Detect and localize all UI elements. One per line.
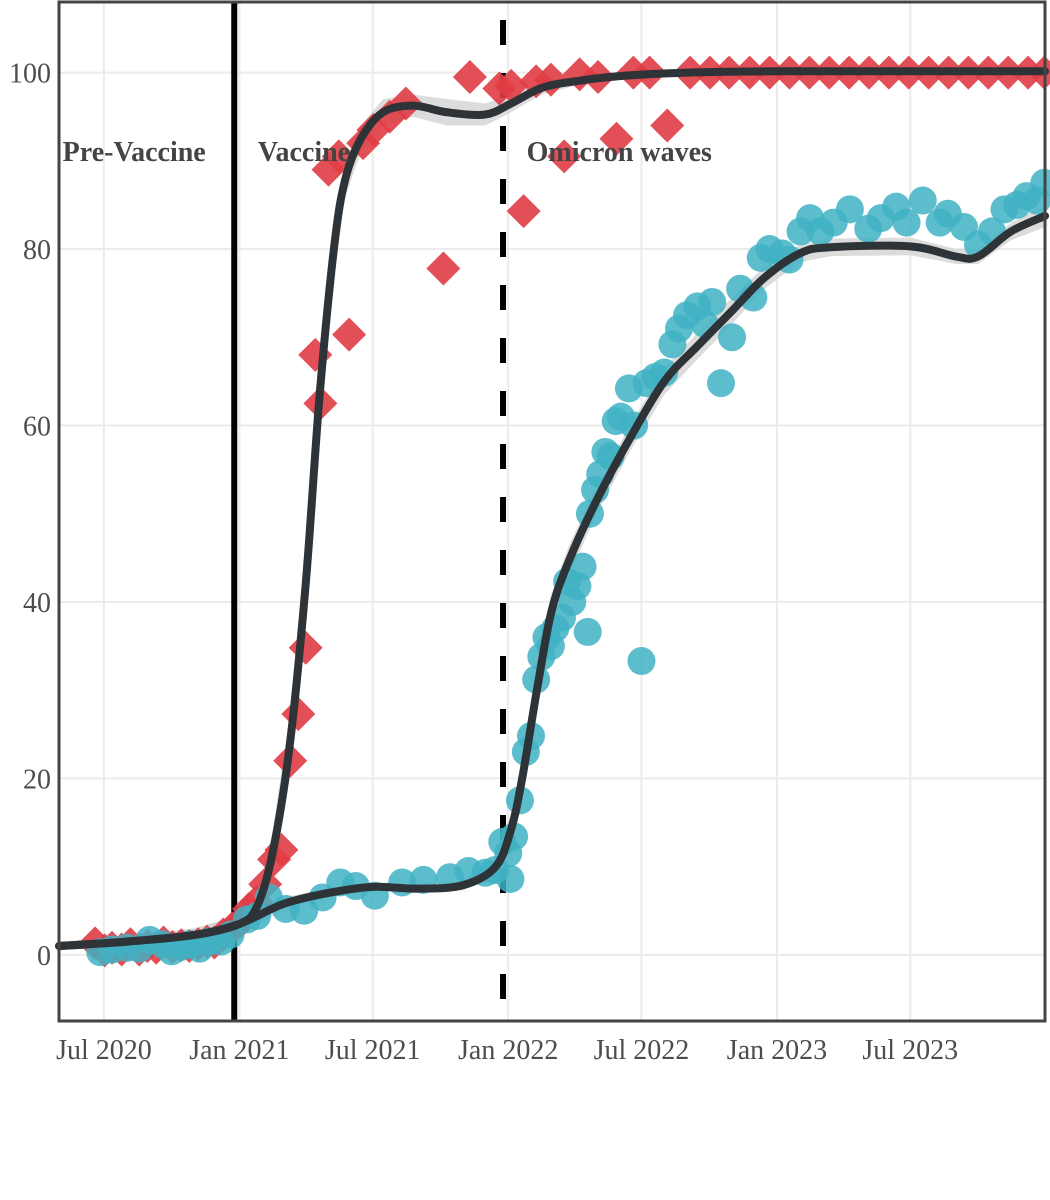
region-label: Pre-Vaccine — [63, 137, 206, 168]
x-tick-label: Jul 2021 — [325, 1035, 421, 1066]
circle-point — [627, 647, 656, 676]
x-tick-label: Jan 2023 — [727, 1035, 827, 1066]
circle-point — [835, 195, 864, 224]
region-label: Omicron waves — [527, 137, 712, 168]
circle-point — [892, 208, 921, 237]
y-tick-label: 60 — [23, 411, 51, 442]
circle-point — [573, 617, 602, 646]
y-tick-label: 100 — [9, 59, 51, 90]
x-tick-label: Jul 2023 — [862, 1035, 958, 1066]
x-tick-label: Jul 2020 — [56, 1035, 152, 1066]
x-axis-ticks: Jul 2020 Jan 2021 Jul 2021 Jan 2022 Jul 2022… — [56, 1035, 958, 1066]
circle-point — [650, 358, 679, 387]
diamond-point — [650, 108, 685, 143]
diamond-point — [547, 139, 582, 174]
x-tick-label: Jan 2022 — [458, 1035, 558, 1066]
circle-point — [568, 552, 597, 581]
trend-line — [55, 67, 1049, 951]
plot-frame — [57, 0, 1047, 1023]
y-tick-label: 40 — [23, 588, 51, 619]
y-tick-label: 80 — [23, 235, 51, 266]
diamond-point — [332, 317, 367, 352]
diamond-point — [426, 251, 461, 286]
circle-point — [718, 323, 747, 352]
diamond-point — [452, 59, 487, 94]
diamond-point — [288, 630, 323, 665]
x-tick-label: Jul 2022 — [594, 1035, 690, 1066]
trend-lines — [55, 67, 1049, 951]
x-tick-label: Jan 2021 — [189, 1035, 289, 1066]
y-tick-label: 0 — [37, 941, 51, 972]
circle-point — [706, 369, 735, 398]
confidence-band — [59, 204, 1045, 951]
diamond-point — [494, 68, 529, 103]
circle-point — [908, 186, 937, 215]
diamond-point — [506, 194, 541, 229]
y-axis-ticks: 0 20 40 60 80 100 — [9, 59, 51, 972]
y-tick-label: 20 — [23, 764, 51, 795]
data-points — [78, 55, 1050, 968]
reference-lines — [231, 2, 507, 1021]
circle-point — [698, 287, 727, 316]
region-label: Vaccine — [258, 137, 350, 168]
diamond-point — [599, 121, 634, 156]
trend-line — [55, 211, 1049, 951]
circle-point — [496, 864, 525, 893]
region-annotations: Pre-Vaccine Vaccine Omicron waves — [63, 137, 712, 168]
